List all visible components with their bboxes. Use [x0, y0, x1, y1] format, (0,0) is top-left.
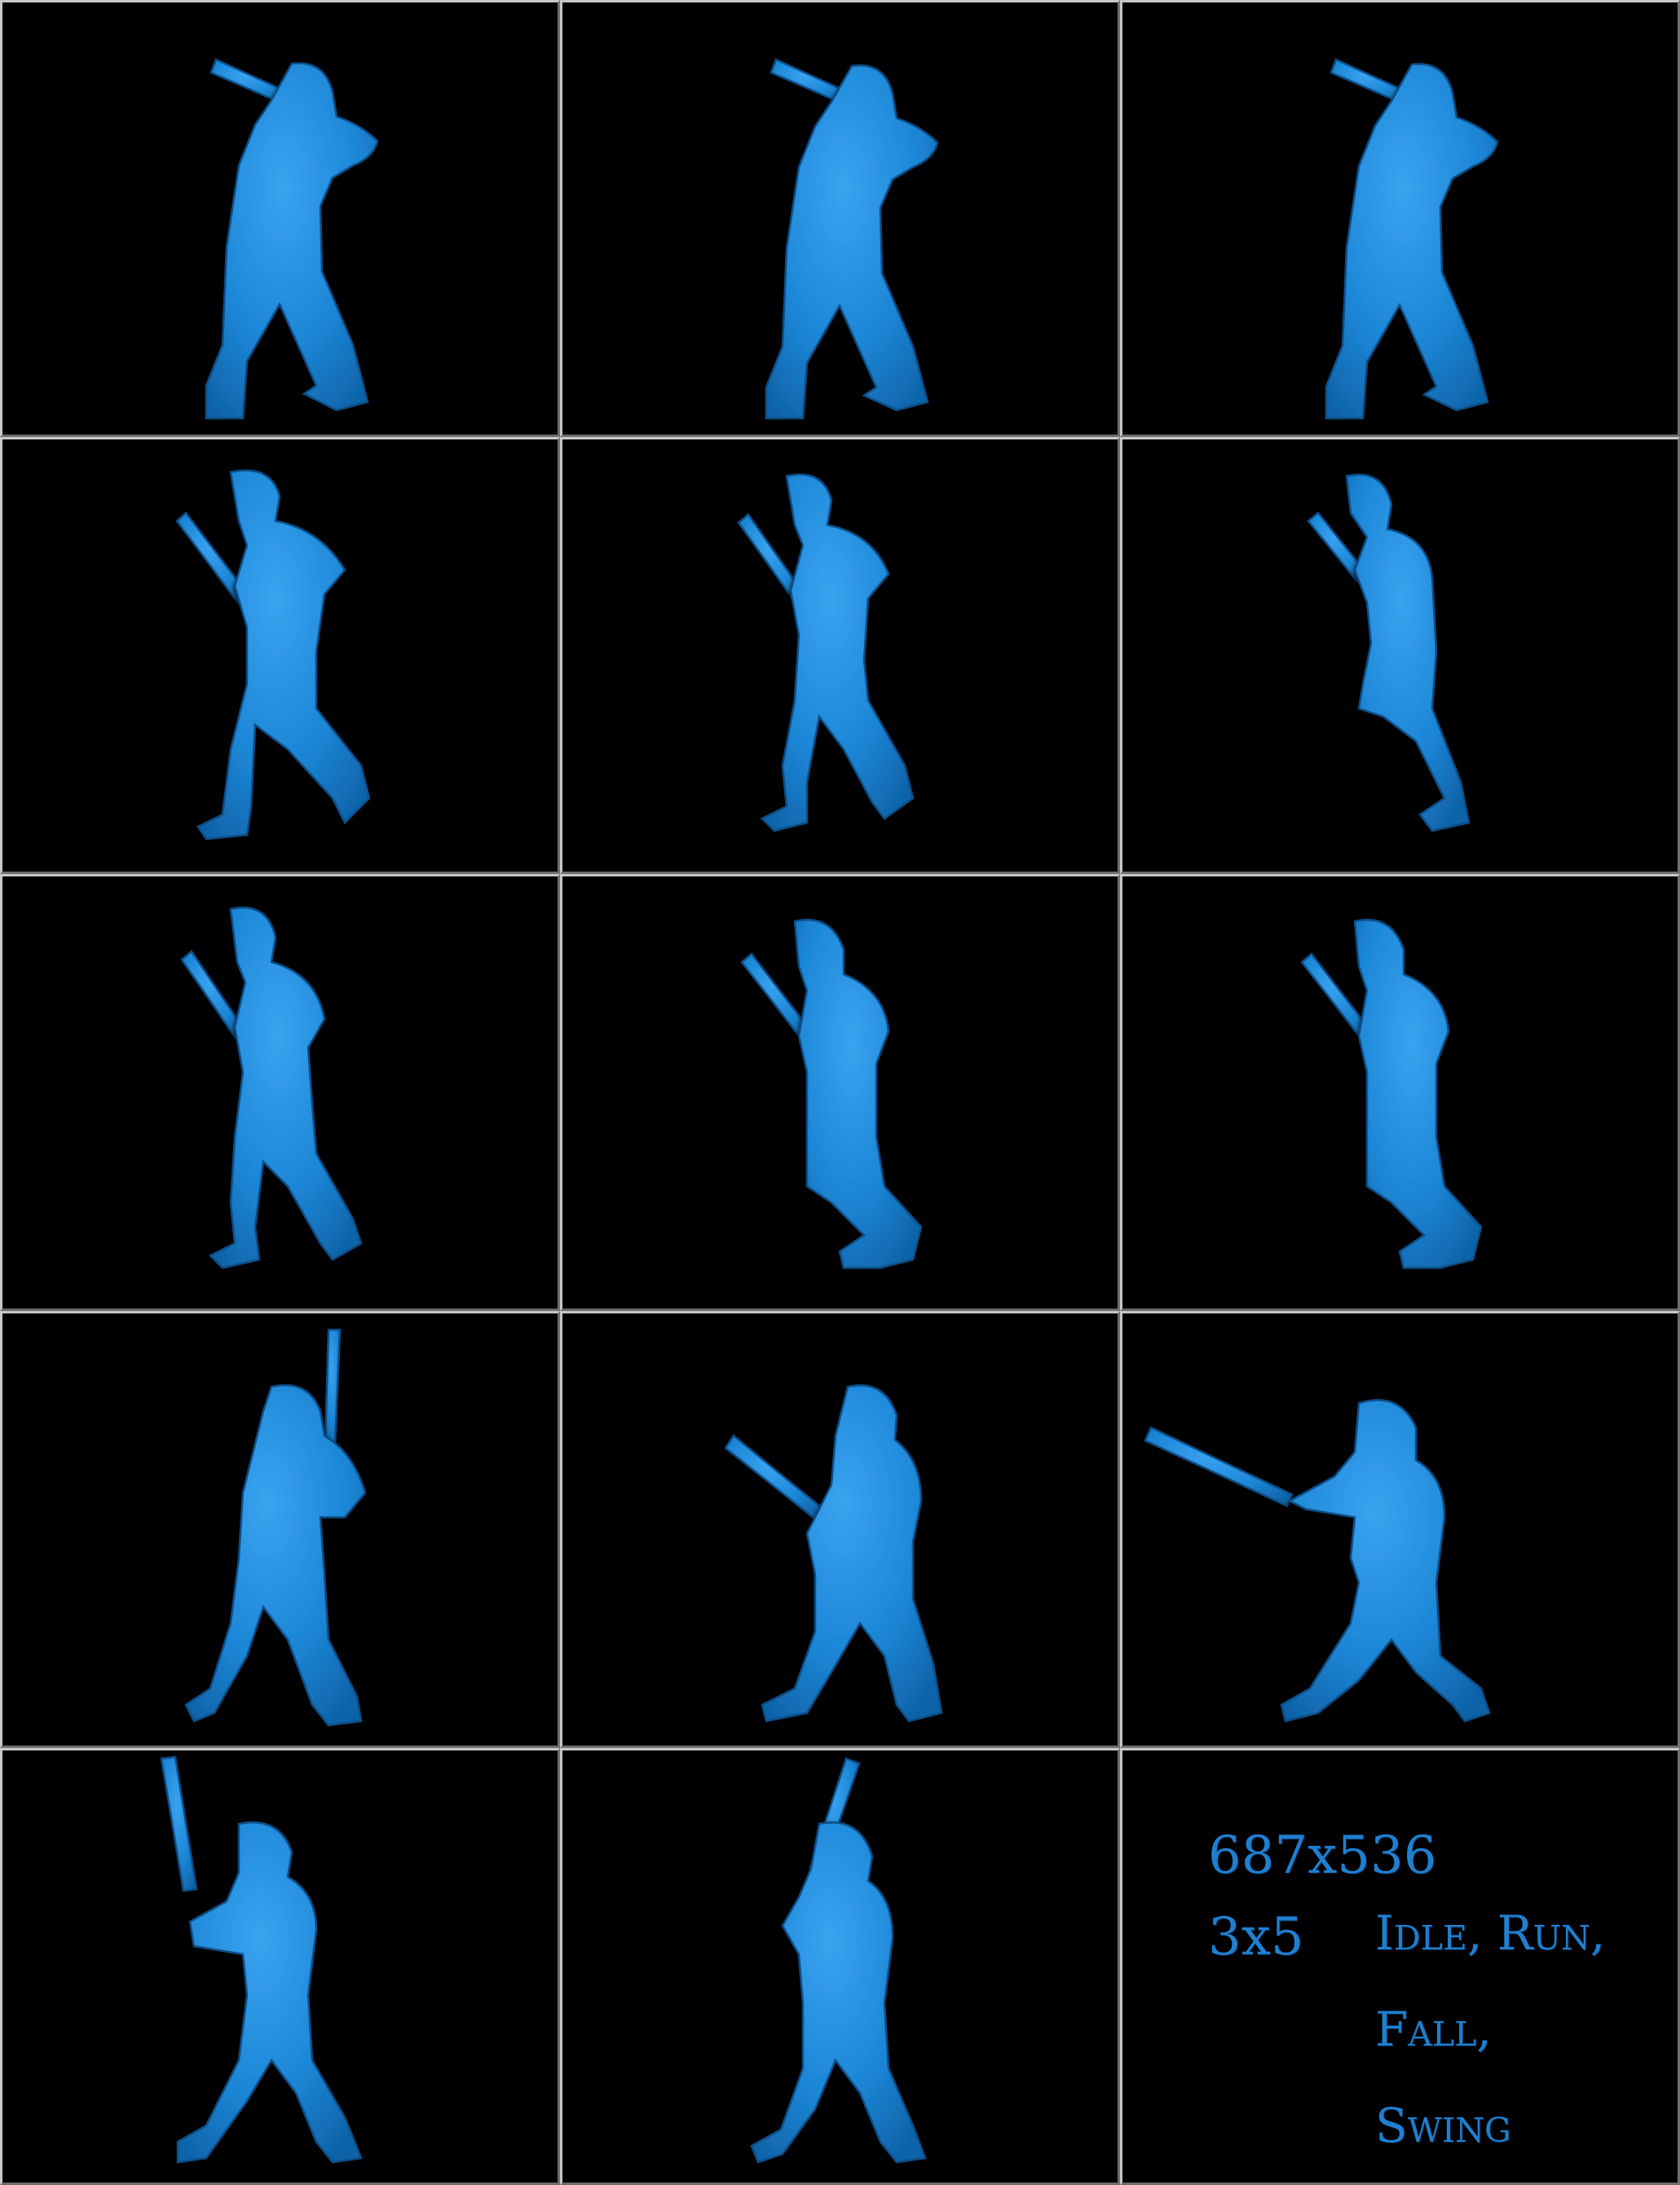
info-panel: 687x536 3x5 Idle, Run, Fall, Swing [1120, 1748, 1680, 2185]
animation-list: Idle, Run, Fall, Swing [1375, 1885, 1669, 2174]
sprite-frame-11 [560, 1311, 1120, 1748]
sprite-frame-6 [1120, 437, 1680, 874]
batter-idle-silhouette [765, 58, 939, 420]
sprite-frame-4 [0, 437, 560, 874]
sprite-frame-13 [0, 1748, 560, 2185]
batter-fall-silhouette [740, 918, 923, 1269]
batter-swing-silhouette [724, 1384, 943, 1723]
grid-layout-label: 3x5 [1208, 1907, 1304, 1967]
batter-swing-silhouette [1144, 1399, 1491, 1723]
sprite-frame-9 [1120, 874, 1680, 1311]
sprite-frame-2 [560, 0, 1120, 437]
sprite-frame-12 [1120, 1311, 1680, 1748]
batter-run-silhouette [737, 473, 915, 832]
batter-swing-silhouette [750, 1757, 927, 2164]
sprite-frame-5 [560, 437, 1120, 874]
sprite-frame-10 [0, 1311, 560, 1748]
batter-swing-silhouette [184, 1328, 367, 1727]
batter-fall-silhouette [1300, 918, 1483, 1269]
sprite-frame-1 [0, 0, 560, 437]
batter-run-silhouette [175, 469, 371, 841]
sprite-frame-3 [1120, 0, 1680, 437]
batter-idle-silhouette [1325, 58, 1499, 420]
batter-run-silhouette [180, 906, 363, 1269]
frame-dimensions-label: 687x536 [1208, 1825, 1437, 1886]
sprite-frame-8 [560, 874, 1120, 1311]
animation-list-line-3: Swing [1375, 2098, 1511, 2153]
animation-list-line-1: Idle, Run, [1375, 1905, 1606, 1961]
sprite-frame-7 [0, 874, 560, 1311]
sprite-frame-14 [560, 1748, 1120, 2185]
batter-run-silhouette [1307, 473, 1471, 832]
batter-swing-silhouette [160, 1755, 363, 2164]
animation-list-line-2: Fall, [1375, 2002, 1492, 2057]
batter-idle-silhouette [205, 58, 379, 420]
